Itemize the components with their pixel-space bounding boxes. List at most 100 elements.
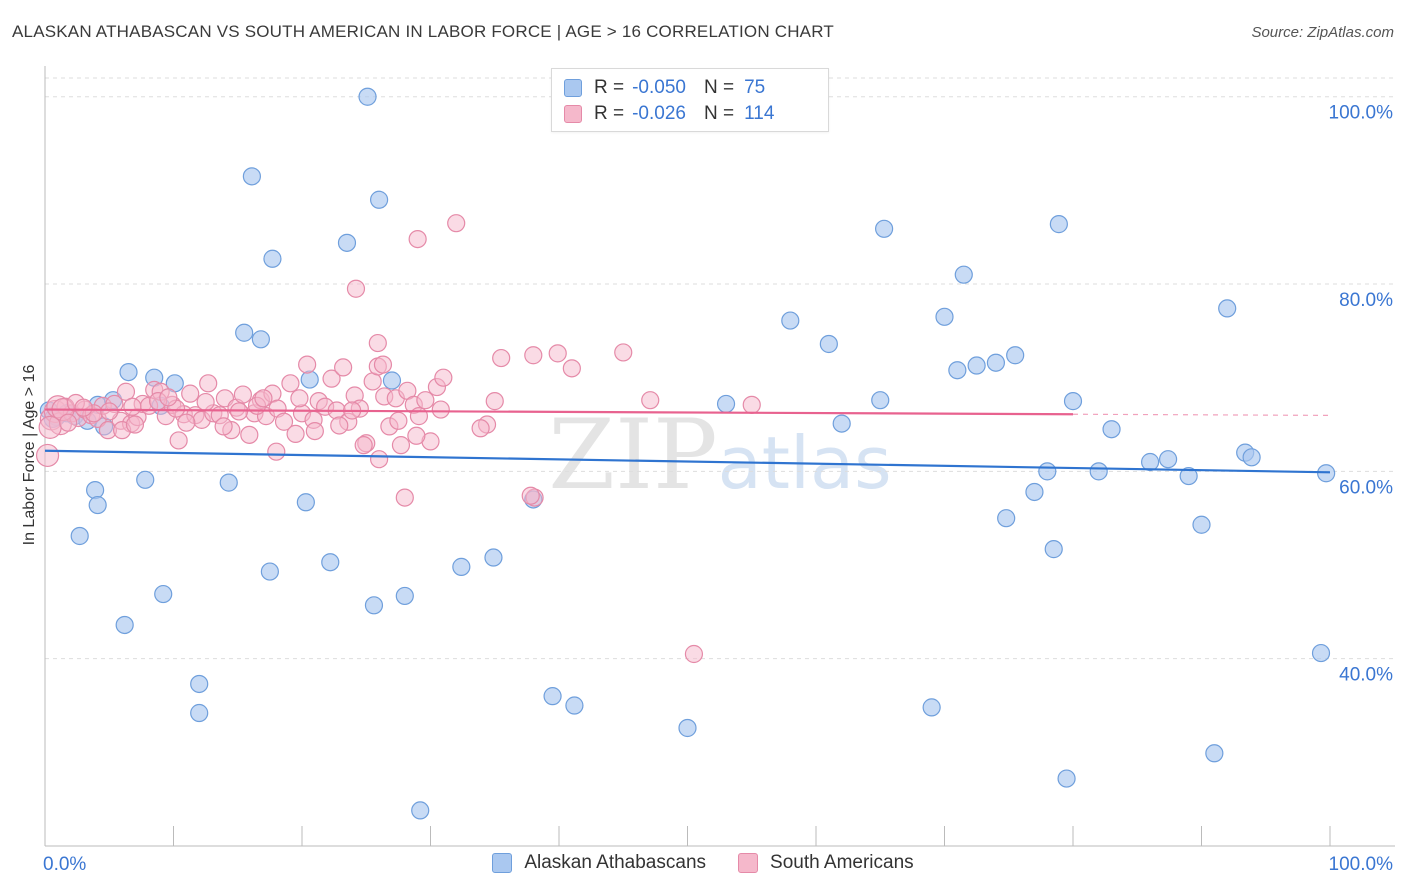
y-tick-label: 100.0%	[1329, 103, 1394, 124]
legend-r-value: -0.050	[632, 77, 686, 98]
point-alaskan-athabascan	[1049, 215, 1068, 234]
point-south-american	[159, 388, 178, 407]
point-south-american	[471, 419, 490, 438]
legend-n-value: 114	[744, 103, 775, 124]
point-alaskan-athabascan	[678, 718, 697, 738]
point-south-american	[368, 333, 387, 353]
point-alaskan-athabascan	[1038, 462, 1057, 481]
point-alaskan-athabascan	[242, 167, 261, 186]
point-alaskan-athabascan	[935, 307, 954, 326]
point-alaskan-athabascan	[967, 356, 986, 375]
point-south-american	[354, 436, 373, 455]
legend-n-value: 75	[744, 77, 766, 98]
point-alaskan-athabascan	[1205, 744, 1224, 763]
point-south-american	[240, 425, 259, 444]
point-south-american	[74, 398, 93, 417]
point-alaskan-athabascan	[382, 371, 402, 390]
legend-r-label: R =	[594, 103, 625, 124]
point-alaskan-athabascan	[1102, 420, 1121, 439]
point-south-american	[742, 395, 761, 414]
legend-swatch-blue	[564, 79, 582, 97]
legend-row-blue: R = -0.050 N = 75	[564, 76, 765, 100]
point-south-american	[434, 368, 453, 387]
trendline-south-american-extension	[1072, 413, 1331, 417]
point-south-american	[59, 413, 78, 432]
point-south-american	[196, 392, 215, 412]
point-alaskan-athabascan	[1192, 515, 1211, 534]
point-alaskan-athabascan	[136, 470, 155, 489]
point-alaskan-athabascan	[543, 687, 562, 706]
point-south-american	[233, 385, 252, 404]
series-label: South Americans	[770, 852, 914, 873]
point-south-american	[416, 391, 435, 410]
point-alaskan-athabascan	[370, 190, 389, 209]
source-credit: Source: ZipAtlas.com	[1251, 24, 1394, 41]
point-alaskan-athabascan	[1179, 466, 1198, 486]
point-alaskan-athabascan	[997, 509, 1016, 528]
point-south-american	[177, 413, 196, 432]
point-south-american	[408, 229, 427, 249]
chart-title: ALASKAN ATHABASCAN VS SOUTH AMERICAN IN …	[12, 22, 834, 41]
point-alaskan-athabascan	[1063, 392, 1083, 411]
point-south-american	[407, 426, 426, 445]
point-alaskan-athabascan	[70, 526, 89, 546]
point-south-american	[684, 644, 704, 664]
point-alaskan-athabascan	[1158, 450, 1178, 469]
point-south-american	[254, 389, 273, 408]
series-legend: Alaskan Athabascans South Americans	[0, 852, 1406, 874]
point-alaskan-athabascan	[1218, 299, 1237, 318]
legend-n-label: N =	[703, 77, 735, 98]
point-south-american	[100, 402, 119, 421]
point-alaskan-athabascan	[321, 553, 340, 572]
legend-row-pink: R = -0.026 N = 114	[564, 102, 774, 126]
legend-r-label: R =	[594, 77, 625, 98]
point-alaskan-athabascan	[1025, 482, 1044, 502]
legend-n-label: N =	[703, 103, 735, 124]
point-south-american	[281, 374, 300, 393]
point-south-american	[641, 391, 660, 410]
point-alaskan-athabascan	[565, 696, 584, 715]
point-south-american	[373, 355, 393, 374]
point-alaskan-athabascan	[716, 394, 736, 414]
y-tick-label: 80.0%	[1339, 290, 1393, 311]
point-alaskan-athabascan	[948, 361, 967, 380]
point-south-american	[330, 416, 349, 435]
point-alaskan-athabascan	[296, 493, 315, 512]
point-south-american	[181, 384, 200, 403]
point-alaskan-athabascan	[154, 584, 173, 604]
point-alaskan-athabascan	[1140, 452, 1160, 472]
point-alaskan-athabascan	[819, 334, 838, 354]
point-alaskan-athabascan	[190, 674, 209, 694]
point-alaskan-athabascan	[875, 219, 894, 238]
point-alaskan-athabascan	[119, 362, 138, 382]
point-alaskan-athabascan	[86, 480, 105, 500]
point-alaskan-athabascan	[364, 596, 384, 615]
point-south-american	[123, 397, 142, 416]
point-alaskan-athabascan	[251, 330, 270, 349]
point-south-american	[286, 424, 305, 444]
watermark-zip: ZIP	[548, 399, 717, 511]
point-south-american	[431, 400, 450, 419]
point-south-american	[614, 343, 633, 362]
series-legend-item-blue: Alaskan Athabascans	[492, 852, 706, 874]
point-alaskan-athabascan	[1006, 346, 1025, 365]
trendline-south-american	[44, 408, 1074, 416]
point-alaskan-athabascan	[411, 801, 430, 820]
point-alaskan-athabascan	[235, 323, 254, 342]
point-alaskan-athabascan	[1044, 540, 1063, 559]
point-south-american	[395, 488, 414, 507]
point-south-american	[274, 412, 294, 431]
x-tick-label: 0.0%	[43, 854, 86, 875]
point-south-american	[35, 443, 60, 468]
point-south-american	[370, 450, 389, 469]
point-south-american	[305, 421, 324, 441]
series-legend-item-pink: South Americans	[738, 852, 914, 874]
point-alaskan-athabascan	[263, 249, 282, 268]
point-alaskan-athabascan	[115, 615, 134, 635]
correlation-legend: R = -0.050 N = 75 R = -0.026 N = 114	[551, 68, 829, 132]
y-axis-label: In Labor Force | Age > 16	[21, 364, 38, 546]
point-alaskan-athabascan	[452, 557, 471, 576]
point-south-american	[334, 358, 353, 377]
point-south-american	[485, 392, 504, 411]
